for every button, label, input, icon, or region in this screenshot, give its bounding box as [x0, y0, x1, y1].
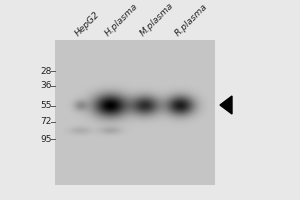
Polygon shape	[220, 96, 232, 114]
Text: R.plasma: R.plasma	[174, 2, 210, 38]
Text: 72: 72	[40, 117, 52, 126]
Text: M.plasma: M.plasma	[139, 1, 176, 38]
Text: 36: 36	[40, 81, 52, 90]
Text: 28: 28	[40, 67, 52, 76]
Text: 55: 55	[40, 101, 52, 110]
Text: H.plasma: H.plasma	[103, 2, 140, 38]
Text: 95: 95	[40, 135, 52, 144]
Text: HepG2: HepG2	[74, 10, 102, 38]
Bar	[55, 40, 215, 185]
